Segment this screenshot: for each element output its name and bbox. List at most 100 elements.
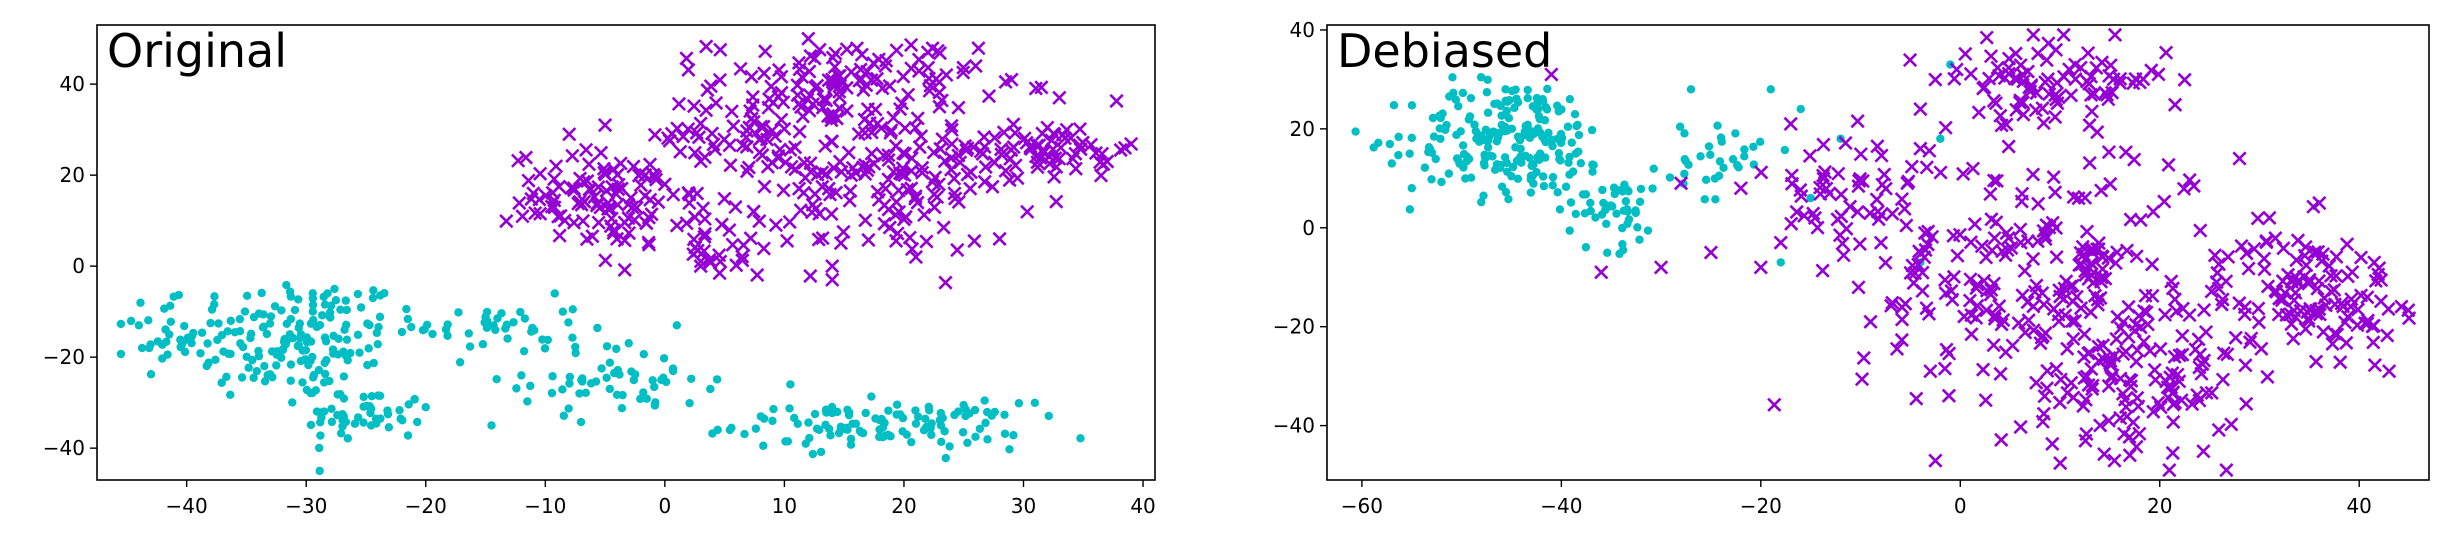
data-point xyxy=(1956,166,1971,181)
data-point xyxy=(1700,195,1709,204)
data-point xyxy=(1574,147,1583,156)
data-point xyxy=(1464,115,1474,124)
data-point xyxy=(915,165,930,180)
x-tick-label: −10 xyxy=(524,494,566,518)
data-point xyxy=(1476,73,1486,82)
data-point xyxy=(1731,129,1740,138)
data-point xyxy=(864,146,879,161)
data-point xyxy=(116,349,126,359)
data-point xyxy=(1653,260,1669,275)
data-point xyxy=(2251,301,2266,316)
data-point xyxy=(782,214,797,230)
data-point xyxy=(1452,154,1462,163)
data-point xyxy=(2129,249,2144,264)
data-point xyxy=(2056,27,2071,43)
data-point xyxy=(1485,129,1495,139)
data-point xyxy=(367,391,376,401)
data-point xyxy=(2219,462,2234,478)
data-point xyxy=(591,377,601,386)
data-point xyxy=(1566,198,1576,207)
data-point xyxy=(1990,60,2005,75)
data-point xyxy=(1648,184,1657,193)
data-point xyxy=(538,335,547,344)
data-point xyxy=(404,400,413,409)
data-point xyxy=(904,181,919,196)
data-point xyxy=(839,80,854,95)
data-point xyxy=(547,388,557,398)
data-point xyxy=(965,409,974,418)
data-point xyxy=(947,186,962,201)
data-point xyxy=(944,136,960,152)
data-point xyxy=(597,364,606,373)
data-point xyxy=(1728,154,1738,164)
data-point xyxy=(913,412,923,421)
data-point xyxy=(2188,342,2203,357)
data-point xyxy=(288,398,297,407)
data-point xyxy=(169,292,178,301)
data-point xyxy=(315,466,324,476)
data-point xyxy=(659,354,669,363)
data-point xyxy=(832,154,848,169)
data-point xyxy=(1949,62,1964,77)
data-point xyxy=(1713,121,1722,130)
data-point xyxy=(282,280,291,290)
data-point xyxy=(2084,104,2099,119)
data-point xyxy=(912,139,927,155)
data-point xyxy=(1635,197,1645,207)
data-point xyxy=(321,337,331,346)
data-point xyxy=(270,302,280,311)
data-point xyxy=(144,343,154,353)
data-point xyxy=(564,181,579,196)
data-point xyxy=(998,163,1013,178)
data-point xyxy=(897,120,913,136)
data-point xyxy=(846,440,856,449)
data-point xyxy=(2029,375,2044,390)
data-point xyxy=(1855,173,1870,189)
data-point xyxy=(373,339,382,349)
data-point xyxy=(226,349,235,359)
data-point xyxy=(1500,153,1510,162)
data-point xyxy=(2045,436,2060,451)
data-point xyxy=(641,237,657,252)
data-point xyxy=(1561,182,1571,191)
data-point xyxy=(2157,307,2173,322)
data-point xyxy=(2259,235,2274,250)
data-point xyxy=(1776,258,1785,267)
data-point xyxy=(1816,137,1831,152)
data-point xyxy=(1555,205,1565,214)
data-point xyxy=(2242,334,2258,350)
data-point xyxy=(750,267,765,283)
data-point xyxy=(1567,138,1576,147)
data-point xyxy=(2090,242,2105,257)
data-point xyxy=(2130,390,2145,405)
data-point xyxy=(375,312,385,322)
data-point xyxy=(944,118,959,134)
data-point xyxy=(281,338,291,348)
data-point xyxy=(578,142,594,157)
data-point xyxy=(697,229,712,244)
data-point xyxy=(1607,202,1617,211)
data-point xyxy=(1591,213,1600,222)
data-point xyxy=(166,317,176,326)
data-point xyxy=(978,159,993,175)
data-point xyxy=(413,417,422,427)
data-point xyxy=(723,158,738,173)
data-point xyxy=(1994,432,2009,447)
data-point xyxy=(1547,135,1557,145)
data-point xyxy=(2368,273,2383,289)
data-point xyxy=(1897,201,1912,216)
data-point xyxy=(963,181,978,196)
data-point xyxy=(2066,189,2081,205)
y-tick-label: −40 xyxy=(43,436,85,460)
data-point xyxy=(648,169,663,184)
data-point xyxy=(1851,280,1866,295)
data-point xyxy=(697,211,712,227)
data-point xyxy=(1004,72,1019,87)
data-point xyxy=(2052,283,2067,298)
data-point xyxy=(1461,174,1470,183)
data-point xyxy=(548,159,564,174)
data-point xyxy=(1541,102,1551,112)
data-point xyxy=(2221,249,2236,265)
data-point xyxy=(1483,108,1493,117)
